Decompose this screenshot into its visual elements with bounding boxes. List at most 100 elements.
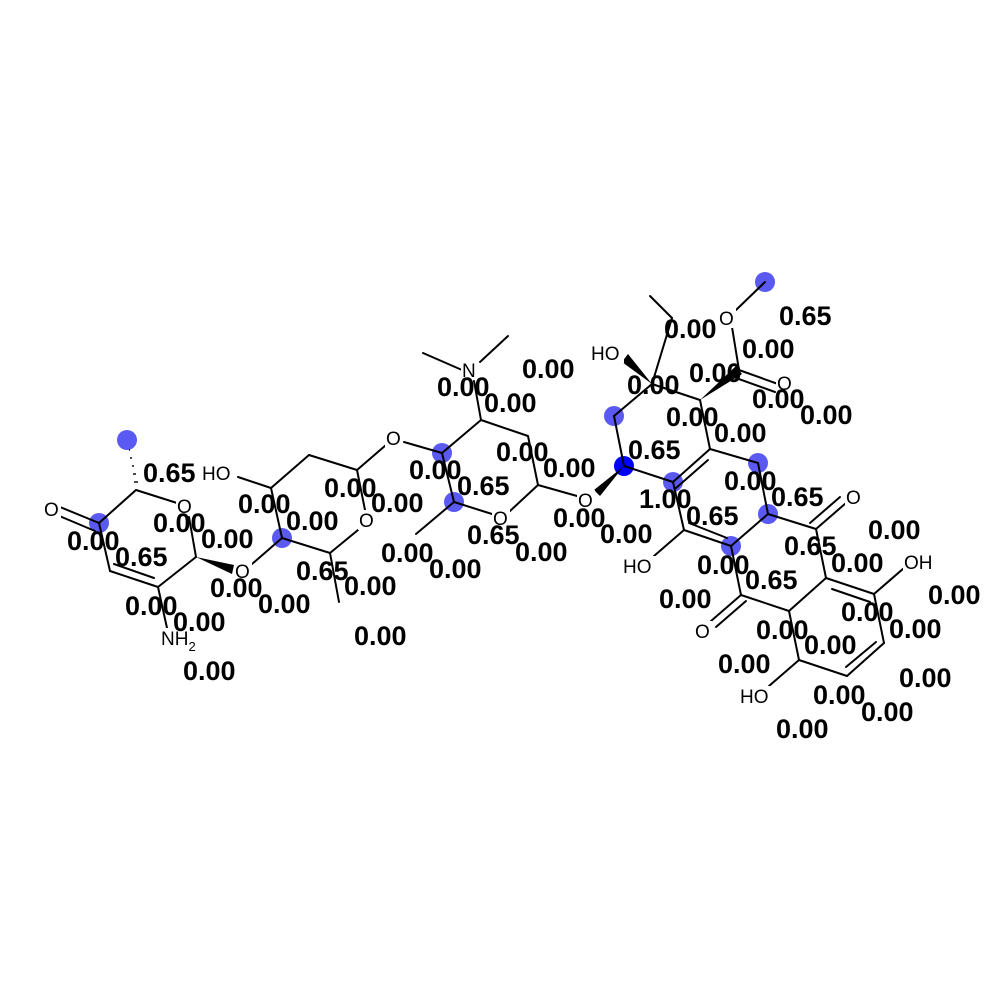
- bond-layer: [56, 281, 905, 687]
- atom-o-ring1: O: [177, 497, 192, 518]
- bond: [730, 545, 742, 596]
- bond: [251, 537, 283, 565]
- score-label: 0.00: [344, 571, 397, 601]
- score-label-layer: 0.65 0.00 0.65 0.00 0.00 0.00 0.00 0.00 …: [67, 301, 981, 744]
- bond: [613, 415, 625, 467]
- wedge-bond: [700, 366, 742, 400]
- bond: [613, 383, 653, 417]
- score-label: 0.00: [889, 614, 942, 644]
- atom-ho-bottom: HO: [740, 687, 769, 708]
- score-label: 0.00: [409, 455, 462, 485]
- bond: [403, 441, 443, 454]
- atom-o-ester-double: O: [777, 374, 792, 395]
- atom-oh-right: OH: [904, 553, 933, 574]
- bond: [415, 501, 455, 535]
- bond: [113, 563, 155, 579]
- atom-o-ring2: O: [359, 511, 374, 532]
- atom-o-link23: O: [386, 429, 401, 450]
- bond: [873, 567, 905, 595]
- score-label: 0.00: [553, 503, 606, 533]
- atom-n-dimethyl: N: [462, 361, 476, 382]
- score-label: 0.00: [689, 358, 742, 388]
- bond: [688, 522, 728, 539]
- bond: [788, 610, 800, 661]
- bond: [98, 489, 137, 524]
- score-label: 0.00: [800, 400, 853, 430]
- bond: [767, 513, 817, 530]
- bond: [699, 399, 711, 450]
- score-label: 0.00: [67, 526, 120, 556]
- bond: [768, 659, 800, 687]
- bond: [825, 577, 875, 595]
- bond: [188, 516, 197, 558]
- atom-ho-ring4: HO: [591, 344, 620, 365]
- atom-ho-aromatic-left: HO: [623, 557, 652, 578]
- score-label: 0.00: [697, 550, 750, 580]
- score-label: 0.00: [714, 418, 767, 448]
- score-label: 0.00: [752, 384, 805, 414]
- score-label: 0.00: [841, 597, 894, 627]
- bond: [356, 444, 387, 471]
- score-label: 0.00: [496, 437, 549, 467]
- score-label: 0.65: [467, 520, 520, 550]
- bond: [537, 484, 578, 497]
- score-label: 0.00: [381, 538, 434, 568]
- score-label: 0.00: [437, 372, 490, 402]
- score-label: 0.65: [143, 458, 196, 488]
- bond: [651, 317, 673, 385]
- bond: [815, 528, 827, 579]
- bond: [135, 489, 178, 504]
- bond: [329, 529, 359, 554]
- bond: [651, 383, 701, 401]
- bond: [675, 459, 709, 489]
- bond: [649, 295, 673, 319]
- score-label: 0.00: [813, 680, 866, 710]
- score-label: 0.00: [429, 554, 482, 584]
- bond: [98, 522, 111, 572]
- score-label: 0.65: [296, 556, 349, 586]
- score-label: 0.00: [484, 388, 537, 418]
- atom-ho-ring2: HO: [202, 464, 231, 485]
- score-label: 1.00: [639, 484, 692, 514]
- score-label: 0.00: [153, 508, 206, 538]
- atom-o-ester-single: O: [719, 309, 734, 330]
- score-label: 0.00: [899, 663, 952, 693]
- bond: [710, 594, 742, 622]
- atom-o-quinone-top: O: [846, 488, 861, 509]
- score-label: 0.00: [201, 524, 254, 554]
- score-label: 0.00: [543, 453, 596, 483]
- bond: [788, 577, 827, 612]
- bond: [270, 454, 310, 489]
- bond: [237, 476, 272, 489]
- wedge-bond: [622, 354, 652, 384]
- score-label: 0.00: [666, 402, 719, 432]
- bond: [422, 352, 463, 371]
- highlight-atom: [117, 430, 137, 450]
- score-label: 0.00: [627, 370, 680, 400]
- score-label: 0.00: [600, 519, 653, 549]
- score-label: 0.00: [831, 548, 884, 578]
- score-label: 0.00: [183, 656, 236, 686]
- score-label: 0.65: [784, 531, 837, 561]
- bond: [672, 481, 685, 531]
- bond: [270, 487, 283, 539]
- bond: [473, 380, 482, 421]
- atom-o-link34: O: [578, 491, 593, 512]
- bond: [809, 496, 841, 524]
- atom-nh2: NH2: [161, 629, 196, 654]
- bond: [738, 369, 779, 385]
- hashed-bond: [129, 449, 138, 483]
- atom-o-link12: O: [235, 562, 250, 583]
- score-label: 0.00: [756, 615, 809, 645]
- bond: [735, 377, 776, 393]
- score-label: 0.00: [286, 506, 339, 536]
- bond: [683, 529, 732, 547]
- bond: [831, 588, 871, 603]
- bond: [453, 501, 493, 515]
- score-label: 0.00: [659, 584, 712, 614]
- bond: [527, 435, 539, 486]
- score-label: 0.00: [125, 591, 178, 621]
- score-label: 0.65: [745, 565, 798, 595]
- wedge-bond: [594, 466, 624, 496]
